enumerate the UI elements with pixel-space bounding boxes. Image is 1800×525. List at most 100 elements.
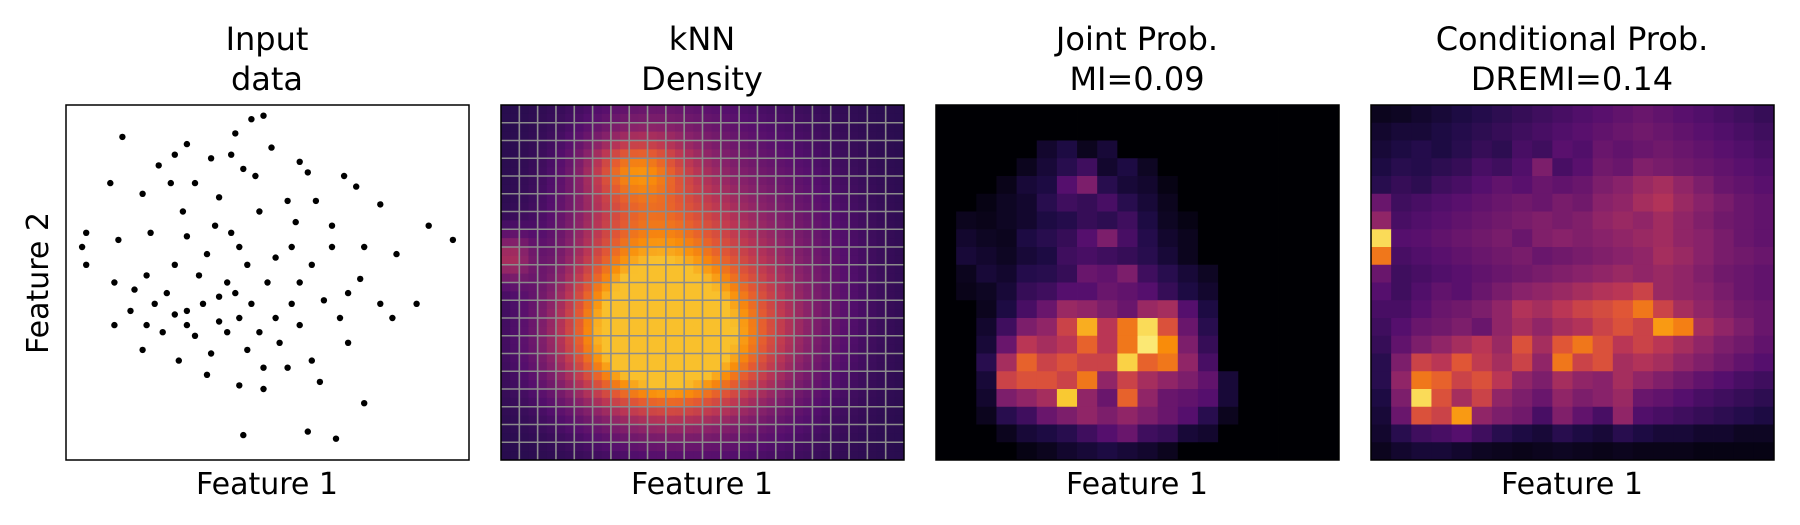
density-cell xyxy=(546,380,557,390)
density-cell xyxy=(885,415,896,426)
joint-prob-cell xyxy=(1318,122,1340,141)
conditional-prob-cell xyxy=(1512,140,1533,159)
density-cell xyxy=(510,167,520,177)
density-cell xyxy=(574,353,584,363)
joint-prob-cell xyxy=(956,176,977,195)
conditional-prob-cell xyxy=(1592,264,1614,283)
joint-prob-cell xyxy=(1077,122,1098,141)
conditional-prob-cell xyxy=(1713,282,1735,301)
density-cell xyxy=(656,167,667,177)
joint-prob-cell xyxy=(1056,389,1078,408)
density-cell xyxy=(684,158,694,168)
joint-prob-cell xyxy=(1258,318,1279,337)
density-cell xyxy=(830,238,841,248)
conditional-prob-cell xyxy=(1612,318,1634,337)
density-cell xyxy=(565,415,575,426)
density-cell xyxy=(629,131,639,142)
conditional-prob-cell xyxy=(1733,193,1755,212)
density-cell xyxy=(647,318,658,328)
density-cell xyxy=(757,176,768,186)
density-cell xyxy=(867,202,878,213)
joint-prob-cell xyxy=(1278,211,1300,230)
density-cell xyxy=(656,105,667,115)
joint-prob-cell xyxy=(1238,193,1259,212)
density-cell xyxy=(784,326,795,337)
density-cell xyxy=(647,406,658,417)
density-cell xyxy=(867,131,878,142)
density-cell xyxy=(784,451,795,461)
density-cell xyxy=(574,158,584,168)
joint-prob-cell xyxy=(1077,353,1098,372)
conditional-prob-cell xyxy=(1653,122,1674,141)
joint-prob-cell xyxy=(1157,105,1179,124)
density-cell xyxy=(592,309,603,319)
density-heatmap xyxy=(501,105,905,461)
density-cell xyxy=(812,415,823,426)
joint-prob-cell xyxy=(1157,158,1179,177)
conditional-prob-cell xyxy=(1471,122,1493,141)
conditional-prob-cell xyxy=(1713,176,1735,195)
density-cell xyxy=(876,238,887,248)
scatter-point xyxy=(413,300,420,307)
density-cell xyxy=(583,389,594,399)
density-cell xyxy=(638,371,649,381)
joint-prob-cell xyxy=(1157,140,1179,159)
density-cell xyxy=(656,397,667,408)
density-cell xyxy=(720,140,731,150)
joint-prob-cell xyxy=(1197,176,1219,195)
joint-prob-cell xyxy=(1278,158,1300,177)
scatter-point xyxy=(111,279,118,286)
scatter-point xyxy=(78,243,86,251)
density-cell xyxy=(583,353,594,363)
density-cell xyxy=(849,273,859,284)
density-cell xyxy=(894,140,905,150)
conditional-prob-cell xyxy=(1632,353,1654,372)
joint-prob-cell xyxy=(1117,140,1138,159)
density-cell xyxy=(537,264,548,275)
density-cell xyxy=(537,255,548,266)
density-cell xyxy=(665,309,676,319)
density-cell xyxy=(610,140,621,150)
density-cell xyxy=(620,291,630,301)
density-cell xyxy=(693,247,703,257)
density-cell xyxy=(775,202,786,213)
density-cell xyxy=(729,167,740,177)
density-cell xyxy=(565,220,575,230)
density-cell xyxy=(766,380,777,390)
density-cell xyxy=(711,140,722,150)
conditional-prob-cell xyxy=(1451,353,1473,372)
density-cell xyxy=(610,282,621,292)
density-cell xyxy=(537,309,548,319)
joint-prob-cell xyxy=(1218,371,1239,390)
density-cell xyxy=(803,122,813,133)
density-cell xyxy=(565,309,575,319)
density-cell xyxy=(821,318,832,328)
conditional-prob-cell xyxy=(1471,247,1493,266)
scatter-point xyxy=(377,201,384,208)
conditional-prob-cell xyxy=(1491,389,1513,408)
density-cell xyxy=(757,273,768,284)
joint-prob-cell xyxy=(1238,424,1259,443)
density-cell xyxy=(638,122,649,133)
density-cell xyxy=(739,389,749,399)
density-cell xyxy=(812,451,823,461)
density-cell xyxy=(702,131,713,142)
density-cell xyxy=(757,406,768,417)
density-cell xyxy=(656,176,667,186)
density-cell xyxy=(885,282,896,292)
joint-prob-cell xyxy=(956,282,977,301)
density-cell xyxy=(849,335,859,346)
density-cell xyxy=(519,380,529,390)
conditional-prob-cell xyxy=(1512,264,1533,283)
density-cell xyxy=(711,264,722,275)
joint-prob-cell xyxy=(976,105,997,124)
density-cell xyxy=(601,202,612,213)
conditional-prob-cell xyxy=(1431,211,1452,230)
density-cell xyxy=(894,105,905,115)
scatter-point xyxy=(228,151,235,158)
density-cell xyxy=(757,167,768,177)
joint-prob-cell xyxy=(1318,140,1340,159)
density-cell xyxy=(647,131,658,142)
density-cell xyxy=(894,264,905,275)
conditional-prob-cell xyxy=(1532,105,1553,124)
